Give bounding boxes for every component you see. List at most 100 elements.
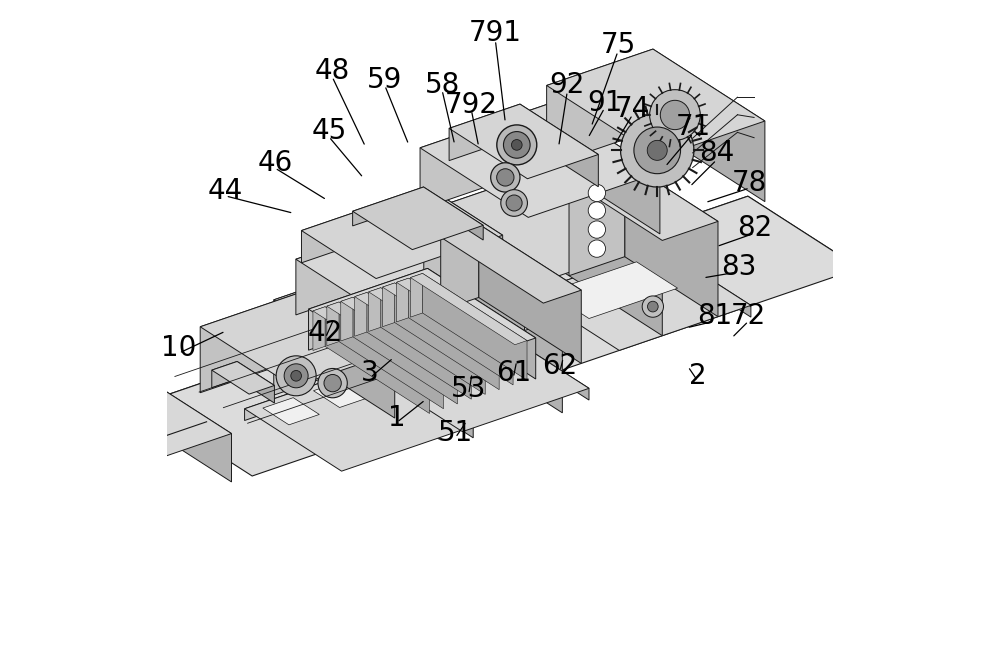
Polygon shape	[381, 288, 485, 395]
Polygon shape	[396, 252, 562, 339]
Text: 62: 62	[542, 353, 578, 381]
Circle shape	[501, 190, 527, 216]
Text: 791: 791	[469, 19, 522, 47]
Polygon shape	[275, 341, 295, 365]
Polygon shape	[337, 278, 440, 440]
Polygon shape	[274, 278, 440, 366]
Polygon shape	[339, 302, 443, 409]
Polygon shape	[409, 278, 513, 385]
Text: 78: 78	[732, 169, 767, 197]
Polygon shape	[369, 288, 485, 359]
Text: 59: 59	[367, 66, 402, 94]
Polygon shape	[327, 302, 443, 373]
Polygon shape	[161, 388, 232, 482]
Polygon shape	[376, 364, 473, 438]
Polygon shape	[547, 49, 765, 157]
Text: 91: 91	[587, 89, 622, 116]
Polygon shape	[325, 307, 430, 413]
Text: 92: 92	[550, 71, 585, 98]
Text: 2: 2	[689, 362, 707, 390]
Text: 75: 75	[600, 31, 636, 59]
Polygon shape	[443, 341, 500, 369]
Polygon shape	[353, 187, 424, 226]
Circle shape	[588, 184, 606, 201]
Polygon shape	[274, 278, 337, 395]
Polygon shape	[569, 161, 718, 240]
Text: 71: 71	[676, 112, 711, 140]
Polygon shape	[309, 268, 428, 350]
Text: 10: 10	[161, 334, 197, 362]
Circle shape	[318, 369, 347, 398]
Polygon shape	[428, 268, 536, 379]
Circle shape	[588, 240, 606, 258]
Polygon shape	[313, 307, 430, 378]
Polygon shape	[569, 161, 625, 276]
Polygon shape	[383, 283, 395, 326]
Circle shape	[284, 364, 308, 388]
Polygon shape	[387, 361, 444, 388]
Circle shape	[648, 301, 658, 312]
Polygon shape	[369, 328, 589, 432]
Polygon shape	[420, 103, 660, 217]
Polygon shape	[625, 161, 718, 316]
Circle shape	[137, 379, 147, 389]
Text: 84: 84	[699, 139, 734, 167]
Circle shape	[588, 202, 606, 219]
Circle shape	[276, 356, 316, 396]
Polygon shape	[313, 307, 325, 351]
Polygon shape	[424, 187, 483, 240]
Polygon shape	[398, 266, 418, 290]
Polygon shape	[355, 292, 367, 337]
Polygon shape	[496, 328, 589, 400]
Polygon shape	[410, 274, 527, 345]
Text: 1: 1	[388, 404, 406, 432]
Polygon shape	[212, 361, 274, 394]
Polygon shape	[547, 49, 653, 166]
Polygon shape	[548, 262, 678, 318]
Circle shape	[134, 385, 150, 401]
Polygon shape	[367, 292, 471, 399]
Polygon shape	[301, 187, 503, 278]
Polygon shape	[80, 388, 161, 464]
Polygon shape	[140, 196, 748, 415]
Polygon shape	[212, 361, 237, 388]
Polygon shape	[369, 288, 381, 331]
Polygon shape	[396, 278, 409, 322]
Text: 61: 61	[496, 359, 531, 387]
Polygon shape	[449, 104, 598, 179]
Text: 42: 42	[308, 319, 343, 347]
Circle shape	[497, 125, 537, 165]
Text: 74: 74	[615, 95, 650, 123]
Polygon shape	[353, 187, 483, 250]
Polygon shape	[395, 283, 499, 389]
Circle shape	[588, 221, 606, 238]
Circle shape	[324, 375, 341, 392]
Polygon shape	[296, 214, 428, 315]
Text: 792: 792	[445, 91, 498, 118]
Polygon shape	[520, 104, 598, 187]
Polygon shape	[80, 388, 232, 462]
Polygon shape	[309, 268, 536, 379]
Text: 48: 48	[314, 58, 350, 86]
Polygon shape	[552, 103, 660, 234]
Polygon shape	[441, 224, 581, 303]
Polygon shape	[341, 297, 457, 369]
Polygon shape	[661, 248, 751, 317]
Text: 3: 3	[361, 359, 379, 387]
Polygon shape	[327, 302, 339, 346]
Polygon shape	[441, 224, 479, 310]
Polygon shape	[428, 187, 503, 268]
Text: 45: 45	[311, 117, 346, 145]
Text: 53: 53	[451, 375, 486, 403]
Text: 83: 83	[721, 252, 756, 280]
Circle shape	[491, 163, 520, 192]
Circle shape	[511, 140, 522, 151]
Polygon shape	[341, 297, 353, 341]
Polygon shape	[424, 169, 662, 284]
Polygon shape	[200, 292, 395, 387]
Polygon shape	[449, 104, 520, 161]
Circle shape	[660, 100, 690, 130]
Polygon shape	[479, 224, 581, 363]
Circle shape	[503, 132, 530, 158]
Polygon shape	[396, 252, 460, 369]
